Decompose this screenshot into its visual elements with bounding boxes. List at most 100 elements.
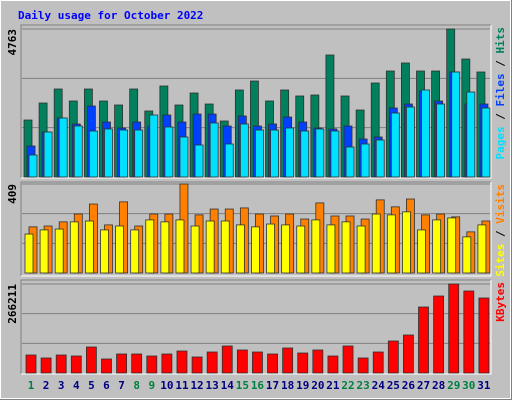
x-tick-label: 11 [175,379,189,392]
bar [296,225,306,274]
bar [311,219,321,274]
chart-title: Daily usage for October 2022 [18,9,203,22]
legend-separator: / [494,107,507,127]
bar [119,129,128,178]
legend: Sites / Visits [494,184,507,277]
y-tick-label: 409 [6,184,19,204]
bar [235,224,245,274]
x-tick-label: 1 [28,379,35,392]
bar [25,354,37,374]
x-tick-label: 22 [341,379,354,392]
bar [281,224,291,274]
bar [101,358,112,374]
bar [466,91,476,178]
bar [206,351,218,374]
bar [149,114,159,178]
bar [477,224,487,274]
bar [285,127,295,178]
x-tick-label: 16 [251,379,265,392]
legend: Pages / Files / Hits [494,27,507,160]
bar [100,229,109,274]
bar [236,349,248,374]
x-tick-label: 26 [402,379,416,392]
bar [372,351,384,374]
bar [134,129,144,178]
bar [221,345,233,374]
bar [360,143,370,178]
bar [205,220,215,274]
bar [194,144,204,178]
x-tick-label: 24 [372,379,386,392]
x-tick-label: 25 [387,379,400,392]
x-tick-label: 19 [296,379,309,392]
x-tick-label: 10 [160,379,173,392]
legend-entry: Sites [494,244,507,277]
bar [24,233,34,274]
x-tick-label: 30 [462,379,475,392]
bar [463,290,475,374]
legend-entry: Hits [494,27,507,54]
bar [371,213,381,274]
bar [131,353,143,374]
x-tick-label: 15 [236,379,249,392]
x-tick-label: 31 [477,379,491,392]
bar [85,346,97,374]
bar [406,106,415,178]
x-tick-label: 7 [118,379,125,392]
bar [179,136,189,178]
bar [160,221,170,274]
bar [176,350,188,374]
x-tick-label: 23 [357,379,370,392]
bar [190,225,200,274]
bar [251,226,260,274]
bar [481,107,491,178]
bar [436,103,446,178]
x-tick-label: 20 [311,379,324,392]
bar [341,221,351,274]
bar [462,236,472,274]
panel-border [20,24,491,178]
bar [418,306,429,374]
panel-border [20,279,491,374]
x-tick-label: 6 [103,379,110,392]
bar [451,71,461,178]
bar [54,228,64,274]
panel-border [21,182,492,277]
bar [40,357,52,374]
bar [252,351,263,374]
bar [220,220,230,274]
bar [345,146,355,178]
bar [387,340,399,374]
bar [70,355,82,374]
bar [300,130,310,178]
panel-border [20,181,491,276]
x-tick-label: 3 [58,379,65,392]
x-tick-label: 29 [447,379,460,392]
bar [28,154,38,178]
x-tick-label: 8 [133,379,140,392]
bar [130,229,140,274]
x-tick-label: 5 [88,379,95,392]
x-tick-label: 13 [206,379,219,392]
bar [161,353,173,374]
x-tick-label: 14 [221,379,235,392]
bar [55,354,67,374]
legend-entry: KBytes [494,282,507,322]
legend-entry: Files [494,73,507,106]
bar [146,355,158,374]
bar [403,334,414,374]
x-tick-label: 17 [266,379,279,392]
bar [357,357,369,374]
legend-entry: Pages [494,126,507,159]
bar [239,123,249,178]
bar [282,347,294,374]
bar [164,126,174,178]
bar [266,223,275,274]
legend-entry: Visits [494,184,507,224]
bar [402,211,411,274]
bar [433,295,445,374]
bar [209,122,219,178]
bar [43,131,53,178]
bar [386,214,396,274]
